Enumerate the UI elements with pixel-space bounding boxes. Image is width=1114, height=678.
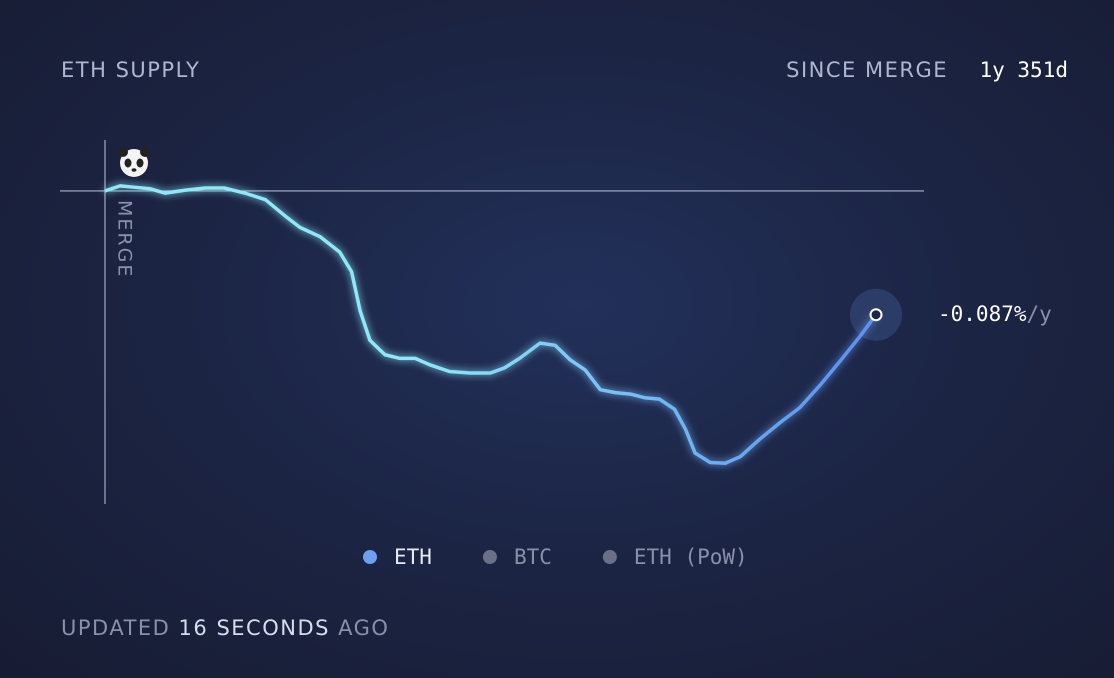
legend-dot: [482, 550, 497, 564]
legend-label: BTC: [514, 545, 552, 569]
title: ETH SUPPLY: [61, 58, 200, 82]
plot: [60, 184, 924, 465]
panda-icon: [118, 147, 150, 177]
legend-label: ETH: [394, 545, 432, 569]
rate-unit: /y: [1027, 302, 1052, 326]
footer: UPDATED 16 SECONDS AGO: [61, 616, 389, 640]
legend-label: ETH (PoW): [634, 545, 748, 569]
footer-suffix: AGO: [338, 616, 389, 640]
footer-prefix: UPDATED: [61, 616, 170, 640]
period-value: 1y 351d: [979, 58, 1068, 82]
end-point: [869, 308, 883, 322]
legend-dot: [602, 550, 617, 564]
legend: ETH BTC ETH (PoW): [363, 545, 748, 569]
legend-dot: [363, 550, 377, 564]
merge-label: MERGE: [114, 200, 136, 278]
period-label: SINCE MERGE: [786, 58, 948, 82]
footer-unit: SECONDS: [216, 616, 330, 640]
footer-count: 16: [179, 616, 209, 640]
rate-value: -0.087%: [938, 302, 1027, 326]
eth-line: [104, 184, 878, 465]
rate: -0.087%/y: [938, 302, 1052, 326]
legend-item[interactable]: BTC: [482, 545, 552, 569]
legend-item[interactable]: ETH (PoW): [602, 545, 748, 569]
legend-item[interactable]: ETH: [363, 545, 432, 569]
